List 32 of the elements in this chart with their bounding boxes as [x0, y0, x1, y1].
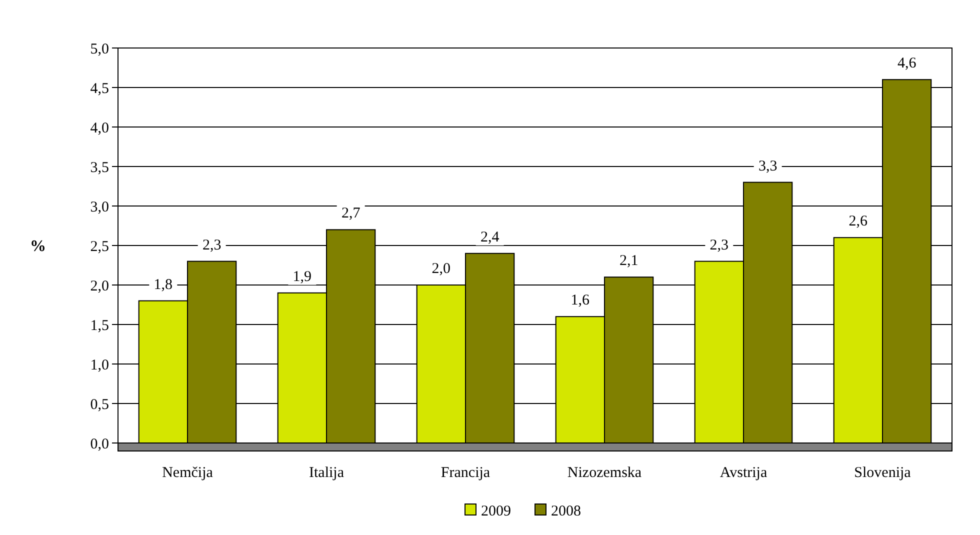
x-tick-label: Francija [440, 465, 490, 481]
y-tick-label: 0,5 [90, 396, 109, 413]
data-label: 2,0 [432, 261, 451, 277]
data-label: 2,4 [480, 229, 500, 246]
data-label: 2,1 [619, 253, 638, 270]
x-tick-label: Nizozemska [567, 465, 642, 481]
data-label: 2,3 [710, 237, 729, 254]
data-label: 1,9 [292, 268, 312, 285]
y-tick-label: 0,0 [90, 436, 109, 452]
data-label: 3,3 [758, 158, 778, 174]
y-tick-label: 5,0 [90, 41, 109, 58]
data-label: 1,6 [570, 292, 590, 309]
legend-label: 2008 [551, 503, 581, 520]
data-label: 1,8 [154, 276, 173, 293]
x-tick-label: Nemčija [162, 465, 214, 481]
y-tick-label: 1,0 [90, 357, 109, 374]
y-tick-label: 4,0 [90, 120, 109, 136]
data-label: 2,7 [341, 206, 361, 222]
x-tick-label: Avstrija [720, 465, 768, 481]
data-label: 2,6 [848, 214, 868, 230]
y-tick-label: 1,5 [90, 318, 109, 334]
y-tick-label: 4,5 [90, 80, 109, 97]
data-label: 2,3 [202, 237, 222, 254]
y-tick-label: 2,0 [90, 278, 109, 294]
x-tick-label: Italija [309, 465, 344, 481]
y-tick-label: 2,5 [90, 238, 109, 255]
y-axis-title: % [30, 238, 46, 256]
legend-label: 2009 [481, 503, 511, 520]
data-label: 4,6 [897, 56, 917, 72]
y-tick-label: 3,5 [90, 160, 109, 176]
y-tick-label: 3,0 [90, 199, 109, 216]
x-tick-label: Slovenija [854, 465, 912, 481]
